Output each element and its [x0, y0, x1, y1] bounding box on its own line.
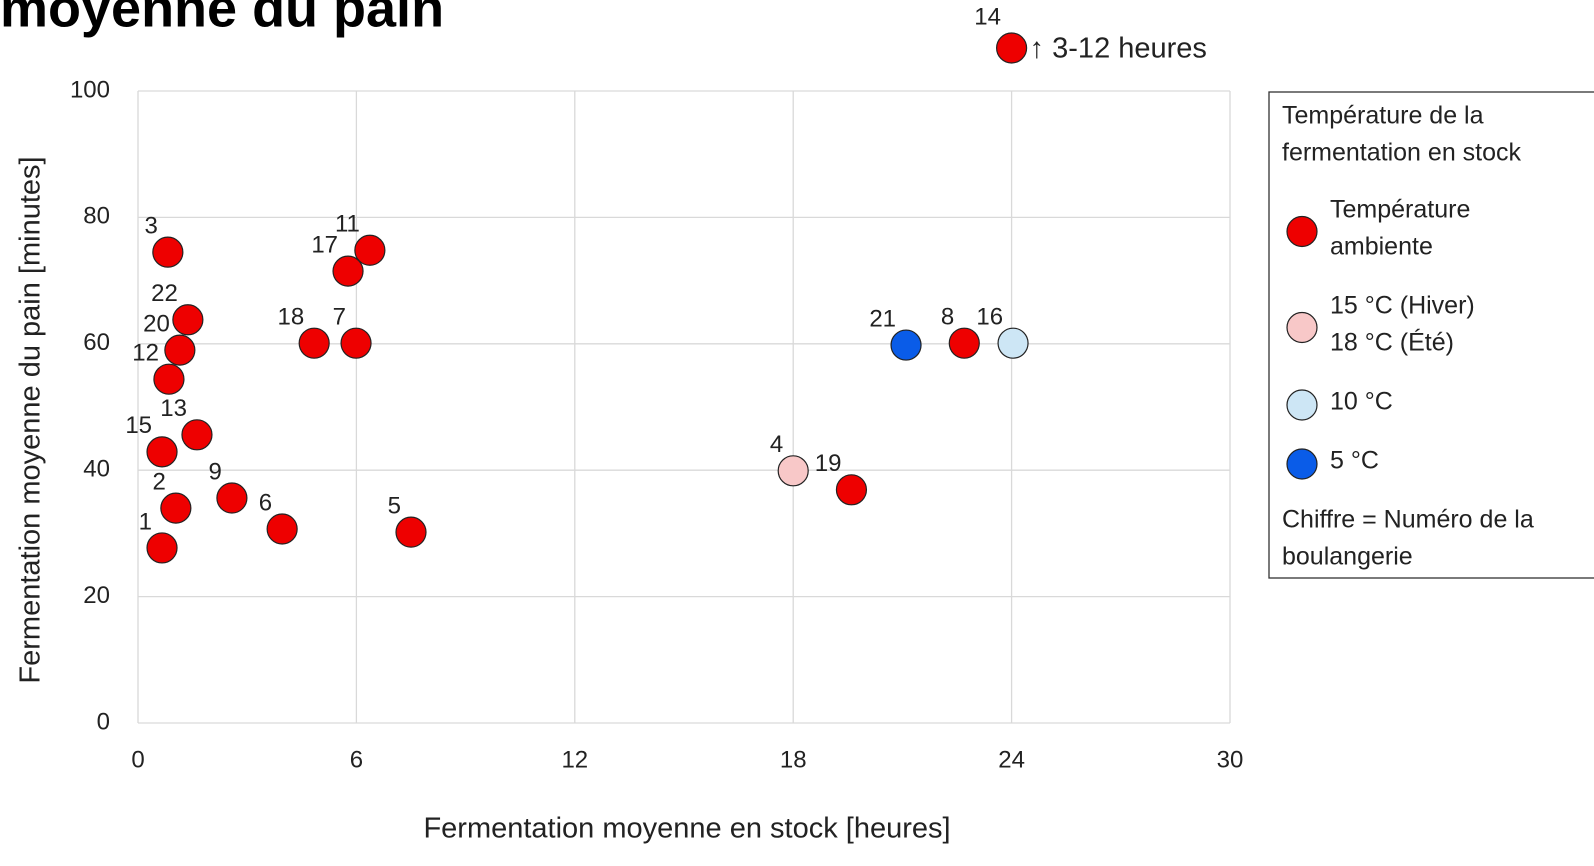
point-label: 18: [277, 304, 304, 331]
y-tick-label: 100: [70, 76, 110, 103]
legend-label: 10 °C: [1330, 388, 1393, 416]
point: [332, 255, 364, 287]
point-label: 11: [335, 211, 360, 238]
x-tick-label: 18: [780, 746, 807, 773]
x-tick-label: 0: [131, 746, 144, 773]
legend-marker: [1286, 389, 1318, 421]
outlier-label: 14: [974, 3, 1001, 30]
point: [354, 234, 386, 266]
point: [146, 532, 178, 564]
point-label: 12: [132, 340, 159, 367]
legend-box: [1268, 91, 1594, 579]
point: [997, 327, 1029, 359]
point: [298, 327, 330, 359]
y-tick-label: 0: [97, 708, 110, 735]
y-tick-label: 20: [83, 582, 110, 609]
point-label: 2: [152, 468, 165, 495]
legend-title: fermentation en stock: [1282, 139, 1522, 167]
point-label: 9: [209, 458, 222, 485]
x-tick-label: 24: [998, 746, 1025, 773]
point-label: 19: [815, 450, 842, 477]
point-label: 8: [941, 304, 954, 331]
point-label: 1: [139, 508, 152, 535]
x-tick-label: 30: [1217, 746, 1244, 773]
y-tick-label: 60: [83, 329, 110, 356]
point: [948, 327, 980, 359]
point: [153, 363, 185, 395]
y-axis-title: Fermentation moyenne du pain [minutes]: [15, 156, 47, 683]
legend-label: 5 °C: [1330, 447, 1379, 475]
legend-note: boulangerie: [1282, 543, 1413, 571]
point-label: 3: [144, 213, 157, 240]
point: [395, 516, 427, 548]
point-label: 7: [333, 304, 346, 331]
point: [181, 419, 213, 451]
y-tick-label: 40: [83, 456, 110, 483]
x-tick-label: 12: [561, 746, 588, 773]
point-label: 22: [151, 280, 178, 307]
point-label: 20: [143, 310, 170, 337]
point: [216, 482, 248, 514]
point: [164, 334, 196, 366]
point: [160, 492, 192, 524]
point-label: 15: [125, 412, 152, 439]
point-label: 13: [160, 395, 187, 422]
point: [890, 329, 922, 361]
point: [146, 436, 178, 468]
legend-marker: [1286, 448, 1318, 480]
point-label: 16: [976, 304, 1003, 331]
legend-note: Chiffre = Numéro de la: [1282, 506, 1534, 534]
legend-label: 15 °C (Hiver): [1330, 292, 1475, 320]
chart-title: moyenne du pain: [0, 0, 444, 38]
x-axis-title: Fermentation moyenne en stock [heures]: [423, 813, 950, 845]
y-tick-label: 80: [83, 203, 110, 230]
legend-label: Température: [1330, 196, 1470, 224]
point: [835, 474, 868, 506]
point-label: 17: [311, 231, 338, 258]
point: [777, 455, 809, 487]
outlier-point: [995, 32, 1028, 64]
point: [340, 327, 372, 359]
legend-marker: [1286, 215, 1318, 248]
x-tick-label: 6: [350, 746, 363, 773]
point-label: 6: [259, 489, 272, 516]
legend-title: Température de la: [1282, 102, 1484, 130]
point: [172, 304, 204, 336]
legend-marker: [1286, 311, 1318, 344]
point-label: 21: [869, 305, 896, 332]
legend-label: 18 °C (Été): [1330, 328, 1454, 357]
point: [266, 513, 298, 545]
point-label: 4: [770, 431, 783, 458]
point: [152, 236, 184, 268]
point-label: 5: [388, 492, 401, 519]
legend-label: ambiente: [1330, 233, 1433, 261]
annotation: ↑ 3-12 heures: [1030, 33, 1207, 65]
